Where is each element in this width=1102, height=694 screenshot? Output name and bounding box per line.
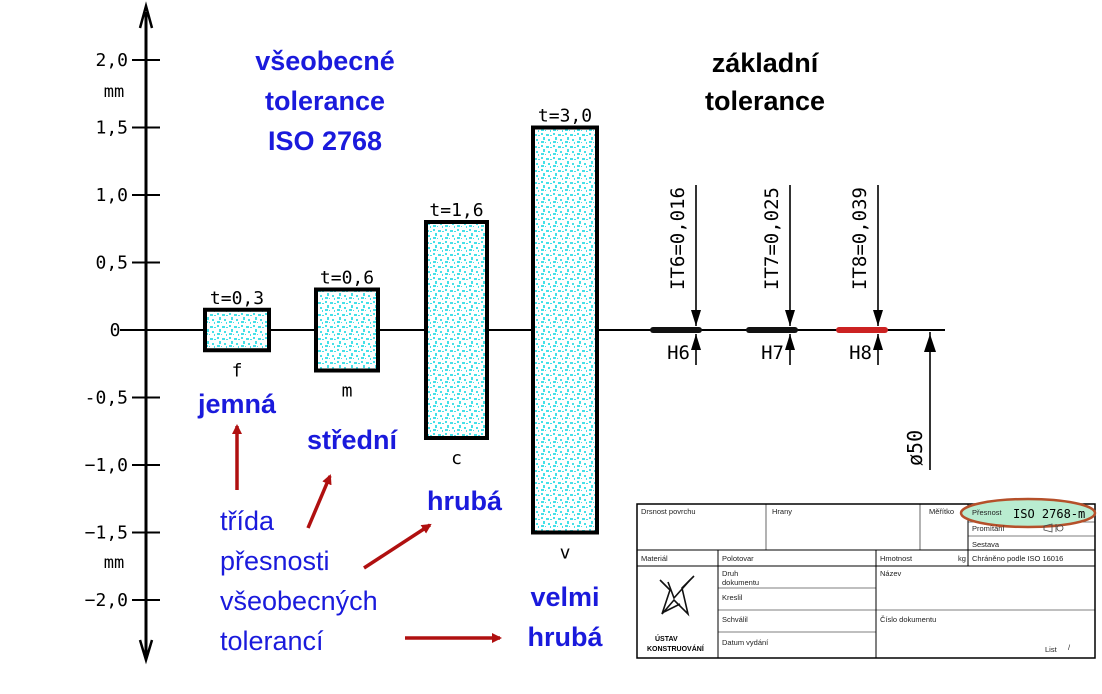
title-block-frame [636, 503, 1096, 659]
class-name: střední [307, 425, 399, 455]
axis-unit-bottom: mm [104, 553, 124, 573]
axis-tick-label: −2,0 [85, 590, 128, 611]
title-block: Drsnost povrchu Hrany Měřítko Přesnost P… [636, 497, 1097, 659]
dimension-arrow-down-icon [873, 310, 883, 326]
tolerance-box-v [531, 125, 599, 535]
axis-tick-label: -0,5 [85, 388, 128, 409]
tolerance-zone-H6 [650, 327, 702, 333]
axis-unit-top: mm [104, 82, 124, 102]
grade-label: H6 [667, 342, 690, 364]
institute-logo [659, 575, 695, 617]
heading-line-2: tolerance [265, 86, 385, 116]
class-code: v [560, 543, 571, 564]
tb-precision-value: ISO 2768-m [1013, 507, 1085, 521]
tb-doc-type-2: dokumentu [722, 578, 759, 587]
tb-mass: Hmotnost [880, 554, 913, 563]
tolerance-zone-H8 [836, 327, 888, 333]
caption-line-1: třída [220, 506, 275, 536]
institute-name-1: ÚSTAV [655, 634, 678, 643]
tolerance-box-f [203, 307, 271, 353]
tb-protected: Chráněno podle ISO 16016 [972, 554, 1063, 563]
it-grade-label: IT7=0,025 [761, 187, 783, 290]
basic-tolerance-heading: základní tolerance [705, 48, 825, 116]
axis-ticks: 2,0 1,5 1,0 0,5 0 -0,5 −1,0 −1,5 −2,0 [85, 50, 160, 611]
y-axis-arrow-bottom-icon [138, 639, 154, 665]
tolerance-width-label: t=3,0 [538, 106, 592, 127]
basic-heading-line-2: tolerance [705, 86, 825, 116]
tolerance-width-label: t=0,6 [320, 268, 374, 289]
class-code: m [342, 381, 353, 402]
class-name: jemná [197, 389, 277, 419]
dimension-arrow-down-icon [691, 310, 701, 326]
grade-label: H7 [761, 342, 784, 364]
tolerance-width-label: t=0,3 [210, 288, 264, 309]
tb-projection: Promítání [972, 524, 1005, 533]
dimension-arrow-up-icon [785, 334, 795, 350]
caption-line-3: všeobecných [220, 586, 378, 616]
axis-tick-label: 1,5 [95, 118, 128, 139]
axis-tick-label: −1,0 [85, 455, 128, 476]
tb-material: Materiál [641, 554, 668, 563]
tb-scale: Měřítko [929, 507, 954, 516]
tb-semi-product: Polotovar [722, 554, 754, 563]
class-name: hrubá [527, 622, 603, 652]
axis-tick-label: 0,5 [95, 253, 128, 274]
class-name: hrubá [427, 486, 503, 516]
caption: třída přesnosti všeobecných tolerancí [220, 506, 378, 656]
tb-approved: Schválil [722, 615, 748, 624]
axis-tick-label: −1,5 [85, 523, 128, 544]
tb-assembly: Sestava [972, 540, 1000, 549]
precision-highlight [959, 497, 1097, 529]
caption-line-2: přesnosti [220, 546, 330, 576]
tolerance-box-m [314, 287, 380, 373]
basic-heading-line-1: základní [712, 48, 820, 78]
diameter-arrow-icon [924, 334, 936, 352]
arrow-to-hruba-icon [363, 523, 432, 570]
tb-sheet-mark: / [1068, 643, 1071, 652]
dimension-arrow-up-icon [691, 334, 701, 350]
tb-name: Název [880, 569, 902, 578]
axis-tick-label: 0 [110, 320, 121, 341]
axis-tick-label: 2,0 [95, 50, 128, 71]
tb-precision-label: Přesnost [972, 508, 1003, 517]
arrow-to-stredni-icon [306, 474, 332, 529]
it-grade-label: IT6=0,016 [667, 187, 689, 290]
dimension-arrow-down-icon [785, 310, 795, 326]
axis-tick-label: 1,0 [95, 185, 128, 206]
basic-tolerances: IT6=0,016 H6 IT7=0,025 H7 IT8=0,039 H8 [650, 185, 888, 365]
tolerance-box-c [424, 220, 489, 440]
dimension-arrow-up-icon [873, 334, 883, 350]
diameter-label: ø50 [903, 430, 927, 466]
class-code: c [451, 448, 462, 469]
general-tolerance-classes: t=0,3 f jemná t=0,6 m střední t=1,6 c hrubá t=3,0… [197, 106, 604, 653]
tb-edges: Hrany [772, 507, 792, 516]
tb-doc-number: Číslo dokumentu [880, 615, 936, 624]
heading-line-1: všeobecné [255, 46, 395, 76]
tolerance-zone-H7 [746, 327, 798, 333]
tolerance-width-label: t=1,6 [429, 200, 483, 221]
caption-line-4: tolerancí [220, 626, 324, 656]
tb-sheet: List [1045, 645, 1058, 654]
tb-doc-type-1: Druh [722, 569, 738, 578]
tb-issue-date: Datum vydání [722, 638, 769, 647]
tb-drawn: Kreslil [722, 593, 743, 602]
caption-arrows [232, 424, 502, 643]
grade-label: H8 [849, 342, 872, 364]
class-code: f [232, 360, 243, 381]
heading-line-3: ISO 2768 [268, 126, 382, 156]
tb-surface: Drsnost povrchu [641, 507, 696, 516]
y-axis-arrow-icon [138, 1, 154, 29]
class-name: velmi [530, 582, 599, 612]
general-tolerance-heading: všeobecné tolerance ISO 2768 [255, 46, 395, 156]
it-grade-label: IT8=0,039 [849, 187, 871, 290]
institute-name-2: KONSTRUOVÁNÍ [647, 644, 705, 653]
tb-mass-unit: kg [958, 554, 966, 563]
projection-symbol-icon [1043, 523, 1064, 533]
